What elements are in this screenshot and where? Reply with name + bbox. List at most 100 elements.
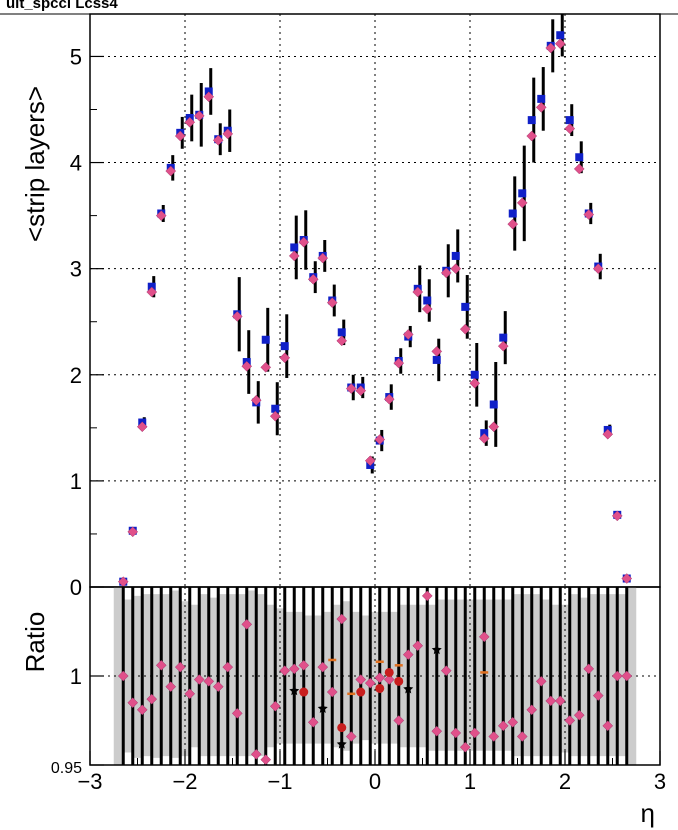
bottom-marker-pink-diamond [174,661,186,673]
x-tick-label: 2 [559,769,571,794]
top-marker-pink-diamond [459,323,471,335]
top-marker-pink-diamond [345,383,357,394]
top-marker-pink-diamond [336,335,348,347]
bottom-marker-pink-diamond [469,727,481,739]
top-marker-blue-square [489,400,498,409]
bottom-marker-pink-diamond [317,661,329,673]
top-marker-blue-square [508,209,517,218]
bottom-marker-pink-diamond [554,695,566,707]
bottom-marker-black-star [336,738,347,749]
top-marker-pink-diamond [431,346,443,357]
top-marker-pink-diamond [250,394,262,406]
top-marker-pink-diamond [488,421,500,433]
top-marker-pink-diamond [526,130,538,142]
top-y-tick-label: 4 [70,151,82,176]
bottom-marker-pink-diamond [250,748,262,760]
bottom-marker-pink-diamond [478,631,490,643]
top-marker-pink-diamond [412,286,424,298]
bottom-marker-pink-diamond [184,688,196,700]
bottom-marker-pink-diamond [307,716,319,728]
bottom-marker-pink-diamond [592,690,604,701]
top-marker-blue-square [261,335,270,344]
x-tick-label: −1 [267,769,292,794]
bottom-marker-pink-diamond [355,674,367,685]
x-tick-label: 0 [369,769,381,794]
x-tick-label: 3 [654,769,666,794]
top-marker-pink-diamond [469,377,481,389]
top-gridlines [90,14,660,587]
top-marker-pink-diamond [602,428,614,440]
top-marker-pink-diamond [241,360,253,372]
bottom-marker-pink-diamond [402,649,414,660]
bottom-marker-pink-diamond [193,674,205,685]
top-marker-pink-diamond [146,286,158,298]
x-tick-label: −2 [172,769,197,794]
bottom-marker-pink-diamond [288,663,300,675]
top-y-axis-title: <strip layers> [20,86,50,242]
x-tick-label: 1 [464,769,476,794]
ratio-band-area [113,587,637,765]
bottom-marker-pink-diamond [146,693,158,705]
bottom-marker-pink-diamond [497,720,509,732]
bottom-marker-pink-diamond [535,675,547,687]
top-marker-blue-square [280,342,289,351]
top-marker-pink-diamond [355,385,367,397]
top-marker-pink-diamond [383,393,395,405]
bottom-marker-pink-diamond [421,590,433,602]
x-axis-title: η [641,798,655,828]
top-marker-pink-diamond [573,163,585,175]
bottom-x-ticks: −3 −2 −1 0 1 2 3 [77,751,666,794]
top-marker-pink-diamond [165,165,177,177]
bottom-y-tick-label: 0.95 [51,760,82,777]
top-marker-pink-diamond [193,110,205,122]
bottom-marker-pink-diamond [364,677,376,689]
top-marker-pink-diamond [497,340,509,352]
bottom-marker-pink-diamond [298,659,310,671]
top-marker-blue-square [499,333,508,342]
top-marker-pink-diamond [402,329,414,340]
top-marker-pink-diamond [231,311,243,322]
top-marker-pink-diamond [307,273,319,285]
bottom-marker-pink-diamond [459,741,471,753]
bottom-marker-pink-diamond [573,709,585,721]
top-marker-pink-diamond [174,130,186,142]
top-y-tick-label: 0 [70,575,82,600]
bottom-marker-black-star [403,683,414,694]
bottom-marker-pink-diamond [450,727,462,739]
bottom-marker-red-circle [356,687,366,697]
top-y-tick-label: 2 [70,363,82,388]
top-y-ticks: 0 1 2 3 4 5 [70,44,104,600]
top-marker-pink-diamond [545,42,557,54]
bottom-marker-pink-diamond [212,681,224,693]
bottom-marker-pink-diamond [117,670,129,682]
bottom-marker-pink-diamond [155,659,167,671]
top-marker-blue-square [575,153,584,162]
top-marker-blue-square [432,355,441,364]
bottom-panel: 0.95 1 −3 −2 −1 0 1 2 3 Ratio η [20,586,666,828]
top-marker-blue-square [271,404,280,413]
top-marker-blue-square [470,370,479,379]
top-marker-pink-diamond [450,263,462,275]
bottom-marker-pink-diamond [393,715,405,726]
top-y-tick-label: 1 [70,469,82,494]
top-marker-pink-diamond [440,267,452,279]
bottom-marker-pink-diamond [583,663,595,675]
top-marker-pink-diamond [136,421,148,433]
top-marker-pink-diamond [374,434,386,445]
bottom-marker-pink-diamond [231,708,243,719]
top-marker-blue-square [423,296,432,305]
top-marker-blue-square [527,116,536,125]
bottom-marker-pink-diamond [241,619,253,630]
bottom-marker-pink-diamond [222,661,234,673]
top-marker-blue-square [461,302,470,311]
top-marker-pink-diamond [564,123,576,134]
bottom-y-axis-title: Ratio [20,612,50,673]
top-marker-pink-diamond [326,297,338,308]
top-y-tick-label: 3 [70,257,82,282]
top-marker-pink-diamond [583,209,595,220]
top-marker-blue-square [556,31,565,40]
top-marker-pink-diamond [535,102,547,113]
top-marker-pink-diamond [203,91,215,103]
top-y-tick-label: 5 [70,44,82,69]
